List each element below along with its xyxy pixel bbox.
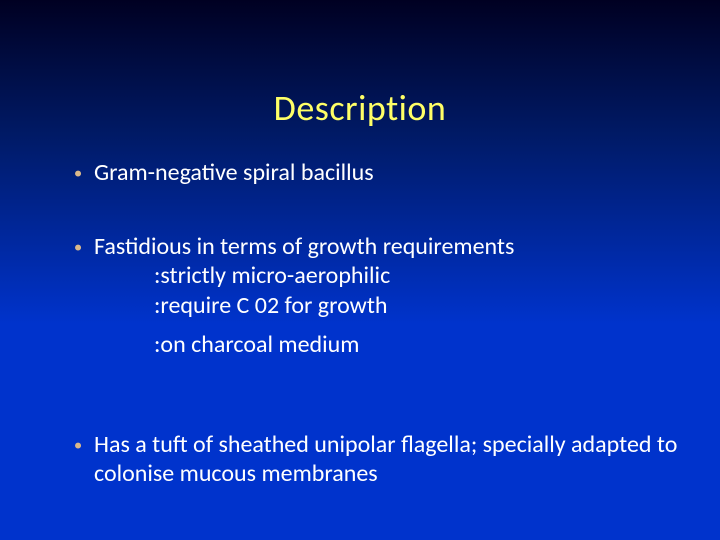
slide-title: Description: [0, 86, 720, 130]
bullet-text: Gram-negative spiral bacillus: [94, 158, 680, 187]
bullet-marker-icon: •: [62, 232, 94, 257]
list-item: • Has a tuft of sheathed unipolar flagel…: [62, 430, 680, 489]
bullet-text: Has a tuft of sheathed unipolar flagella…: [94, 430, 680, 489]
bullet-marker-icon: •: [62, 430, 94, 455]
bullet-text-group: Fastidious in terms of growth requiremen…: [94, 232, 680, 359]
bullet-text: Fastidious in terms of growth requiremen…: [94, 232, 514, 261]
bullet-subline: :require C 02 for growth: [94, 291, 680, 320]
bullet-marker-icon: •: [62, 158, 94, 183]
list-item: • Gram-negative spiral bacillus: [62, 158, 680, 187]
bullet-subline: :on charcoal medium: [94, 330, 680, 359]
bullet-subline: :strictly micro-aerophilic: [94, 261, 680, 290]
list-item: • Fastidious in terms of growth requirem…: [62, 232, 680, 359]
